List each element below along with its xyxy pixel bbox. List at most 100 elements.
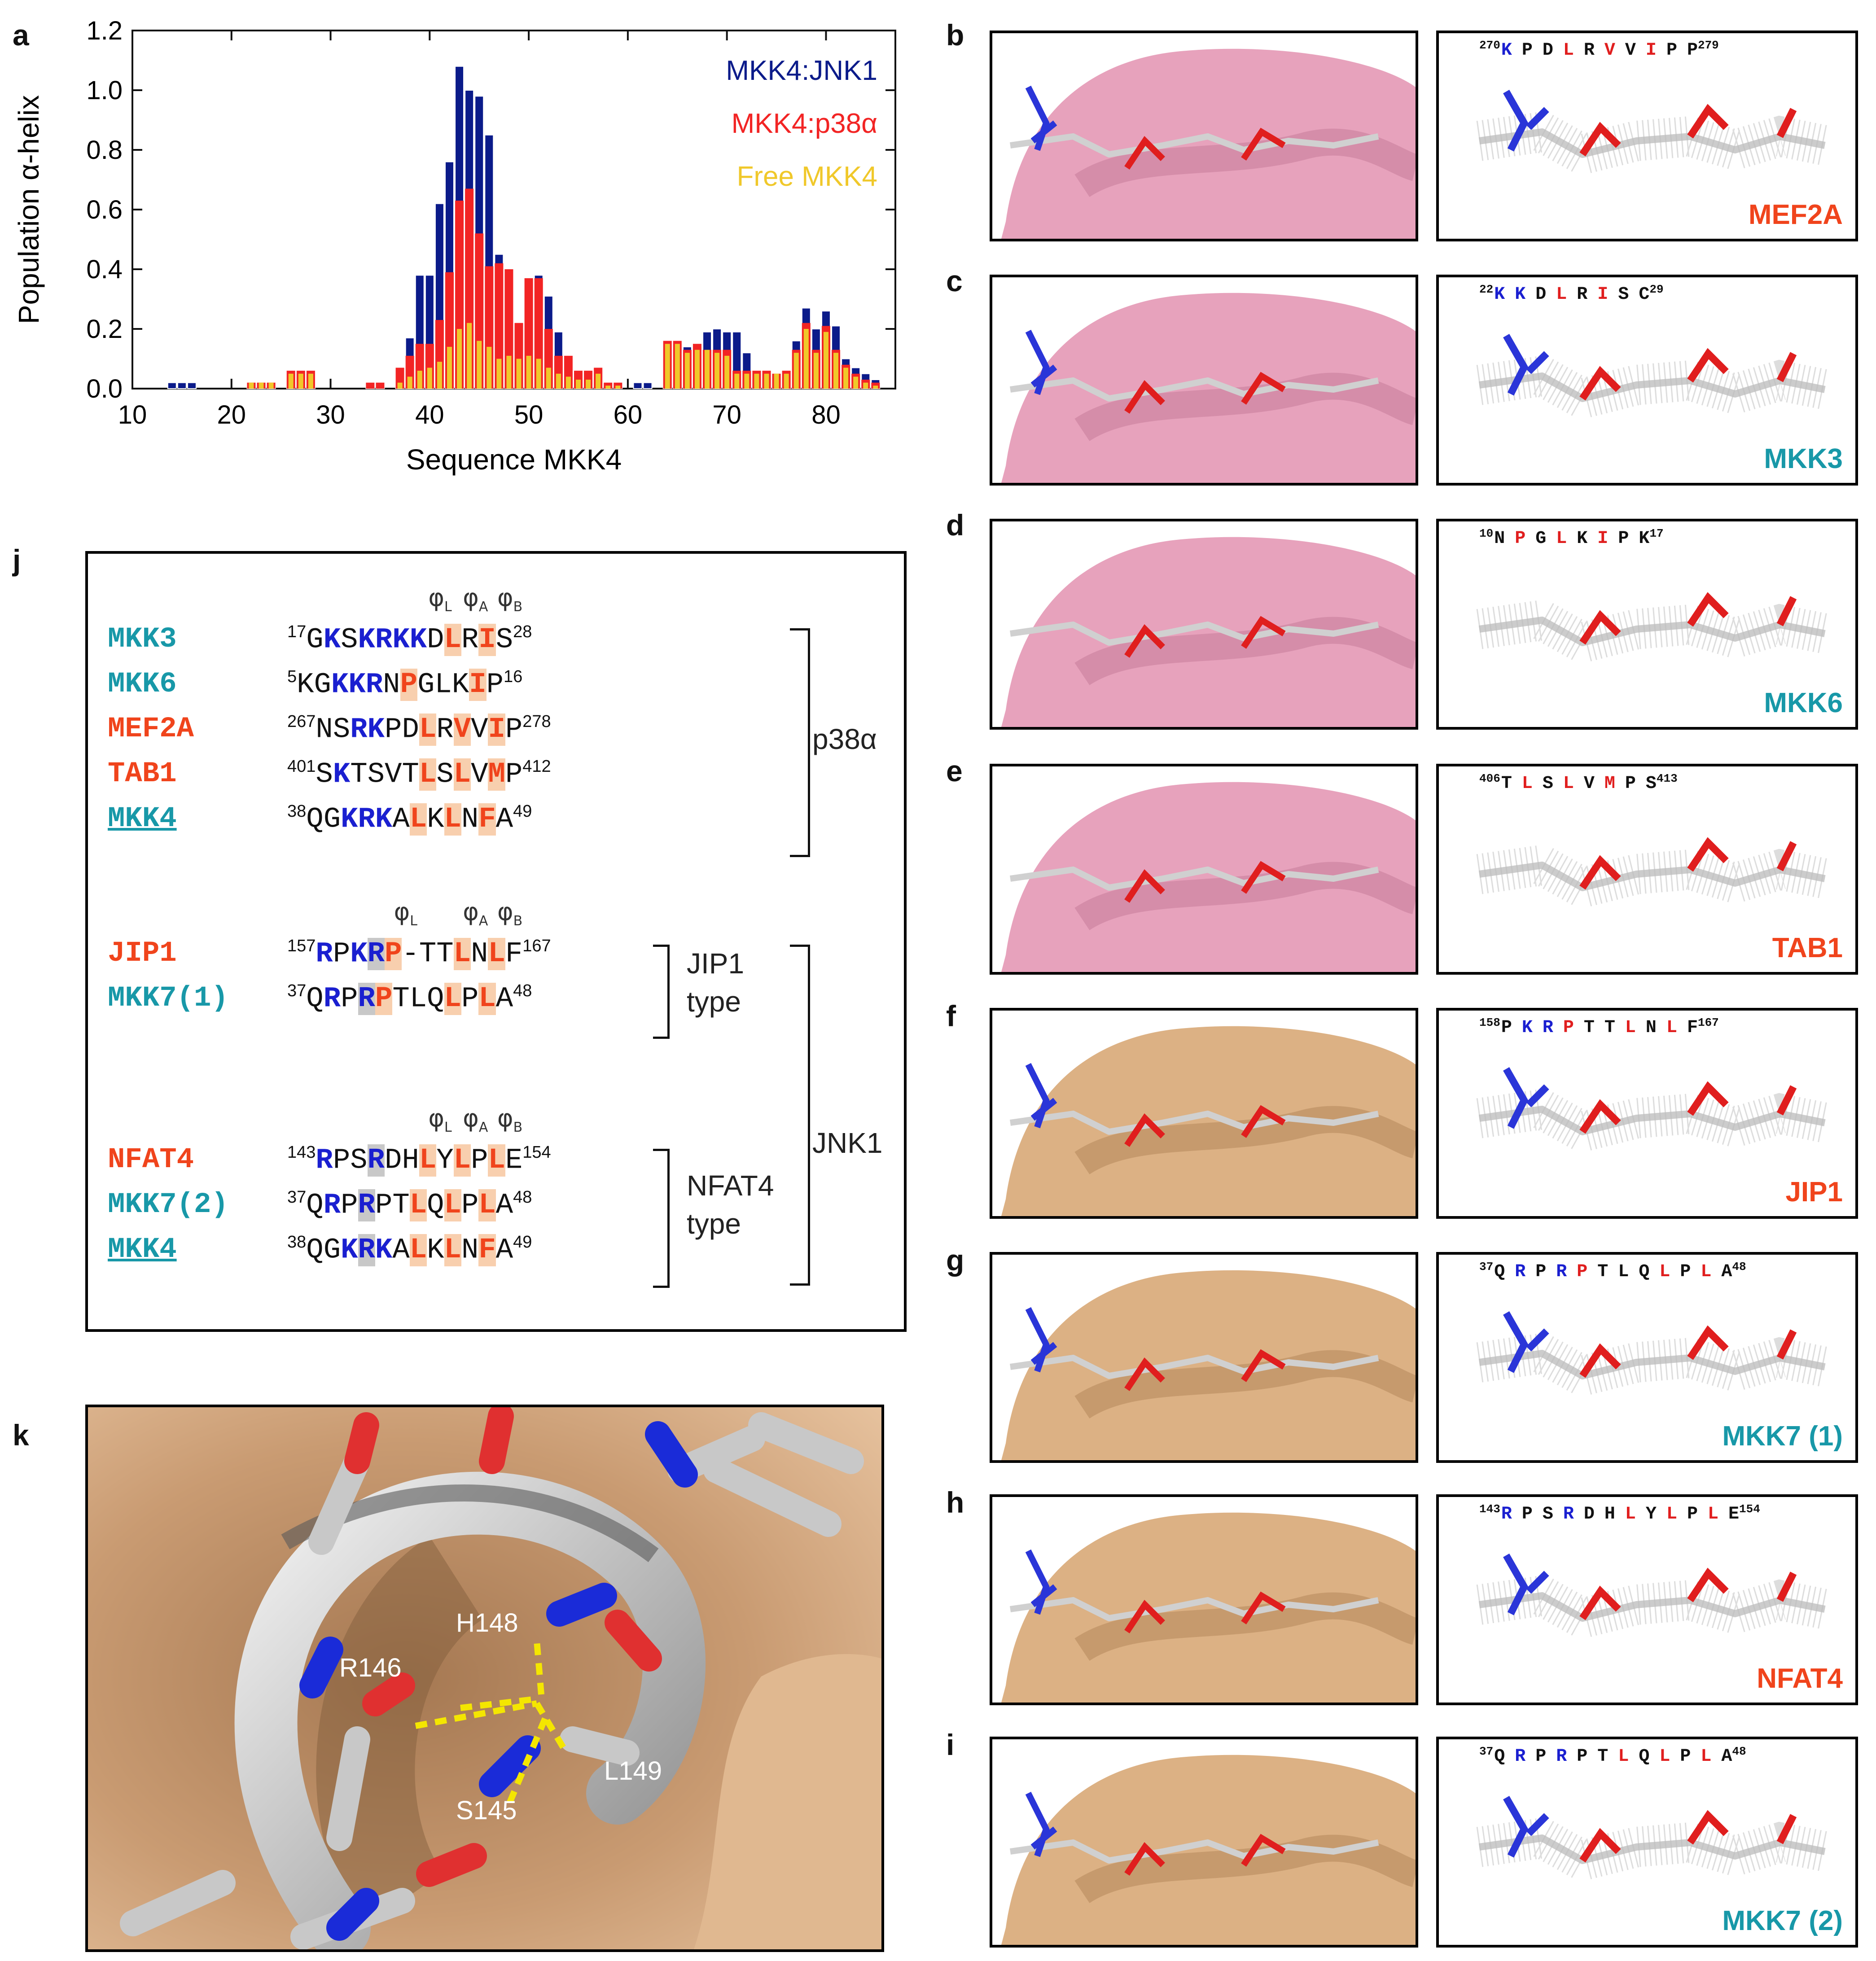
aligned-residue: G (323, 803, 341, 836)
peptide-panel-g: 37Q R P R P T L Q L P L A48 MKK7 (1) (1436, 1252, 1858, 1463)
residue: H (1604, 1504, 1615, 1525)
group-label-p38: p38α (812, 723, 877, 755)
aligned-residue: D (402, 713, 419, 746)
aligned-residue: F (478, 1234, 496, 1267)
bar (694, 350, 700, 389)
aligned-residue: N (383, 669, 400, 701)
residue: P (1577, 1262, 1588, 1283)
bar (575, 380, 581, 389)
bar (496, 359, 502, 389)
residue: S (1542, 774, 1553, 794)
aligned-residue: N (461, 803, 479, 836)
peptide-name: MKK7 (2) (1722, 1905, 1843, 1936)
residue: L (1618, 1747, 1629, 1767)
residue-label-s145: S145 (456, 1796, 517, 1825)
peptide-dots (1476, 1575, 1829, 1640)
aligned-residue: N (316, 713, 333, 746)
bar (833, 353, 839, 389)
aligned-residue: T (392, 983, 410, 1016)
residue: D (1535, 285, 1547, 305)
aligned-residue: G (323, 1234, 341, 1267)
y-tick-label: 0.2 (86, 315, 123, 344)
aligned-residue: Q (306, 1189, 324, 1222)
aligned-residue: K (427, 1234, 444, 1267)
phi-label: φB (497, 897, 523, 929)
aligned-residue: P (486, 669, 504, 701)
bar (605, 385, 611, 389)
bar (167, 382, 177, 390)
residue-start-number: 143 (1479, 1502, 1500, 1516)
aligned-sequence: 37QRPRPTLQLPLA48 (287, 1188, 532, 1222)
surface-render (1001, 1512, 1416, 1703)
end-number: 412 (522, 757, 551, 776)
panel-label-b: b (946, 18, 964, 52)
y-tick-label: 0.0 (86, 374, 123, 403)
residue-start-number: 37 (1479, 1745, 1494, 1758)
residue: S413 (1645, 772, 1678, 794)
aligned-residue: R (323, 1189, 341, 1222)
aligned-residue: K (375, 803, 393, 836)
bar (784, 373, 789, 389)
x-tick-label: 10 (118, 400, 147, 429)
aligned-sequence: 17GKSKRKKDLRIS28 (287, 622, 532, 657)
aligned-residue: G (306, 624, 324, 657)
residue: L (1556, 285, 1567, 305)
basic-sidechains (1503, 1796, 1549, 1858)
aligned-residue: L (444, 1234, 461, 1267)
aligned-residue: R (316, 938, 333, 971)
aligned-residue: K (331, 669, 349, 701)
peptide-sequence: 143R P S R D H L Y L P L E154 (1479, 1502, 1771, 1524)
aligned-residue: Y (436, 1144, 454, 1177)
legend-entry: MKK4:p38α (732, 108, 877, 139)
bar (417, 371, 422, 389)
bar (565, 376, 571, 389)
hydrophobic-sidechains (1124, 1834, 1286, 1876)
surface-render (1001, 1755, 1416, 1945)
phi-sub: B (513, 599, 523, 615)
phi-label: φA (463, 897, 488, 929)
residue-end-number: 17 (1649, 527, 1664, 540)
aligned-residue: A (495, 1234, 513, 1267)
aligned-residue: L (409, 1234, 427, 1267)
y-axis-label: Population α-helix (13, 95, 45, 324)
aligned-residue: R (358, 983, 375, 1016)
bar (177, 382, 187, 390)
panel-label-g: g (946, 1243, 964, 1277)
aligned-residue: N (471, 938, 488, 971)
aligned-protein-name: MKK6 (108, 668, 177, 700)
phi-sub: L (444, 1119, 452, 1135)
residue: 406T (1479, 772, 1512, 794)
residue: V (1583, 774, 1595, 794)
bar (823, 332, 828, 389)
protein-surface (1001, 1026, 1416, 1216)
basic-sidechains (1025, 1791, 1057, 1857)
aligned-residue: Q (306, 803, 324, 836)
aligned-residue: P (341, 983, 358, 1016)
phi-sub: A (478, 599, 488, 615)
bar (684, 353, 690, 389)
peptide-sequence: 37Q R P R P T L Q L P L A48 (1479, 1260, 1757, 1282)
residue: L (1625, 1504, 1636, 1525)
bar (467, 323, 472, 389)
x-tick-label: 50 (514, 400, 544, 429)
surface-panel-g (990, 1252, 1418, 1463)
residue: 37Q (1479, 1260, 1505, 1283)
bar (536, 359, 541, 389)
bar (249, 382, 254, 389)
residue: P (1618, 529, 1629, 549)
start-number: 37 (287, 1188, 307, 1207)
residue: V (1604, 40, 1615, 61)
end-number: 49 (513, 1233, 532, 1252)
bar (813, 353, 819, 389)
residue: P (1680, 1262, 1691, 1283)
panel-label-d: d (946, 508, 964, 542)
aligned-residue: T (419, 938, 437, 971)
end-number: 28 (513, 622, 532, 641)
aligned-residue: K (409, 624, 427, 657)
bar (298, 373, 303, 389)
residue: R (1542, 1018, 1553, 1038)
aligned-residue: R (323, 983, 341, 1016)
bar (546, 368, 551, 389)
residue: T (1604, 1018, 1615, 1038)
phi-sub: A (478, 1119, 488, 1135)
